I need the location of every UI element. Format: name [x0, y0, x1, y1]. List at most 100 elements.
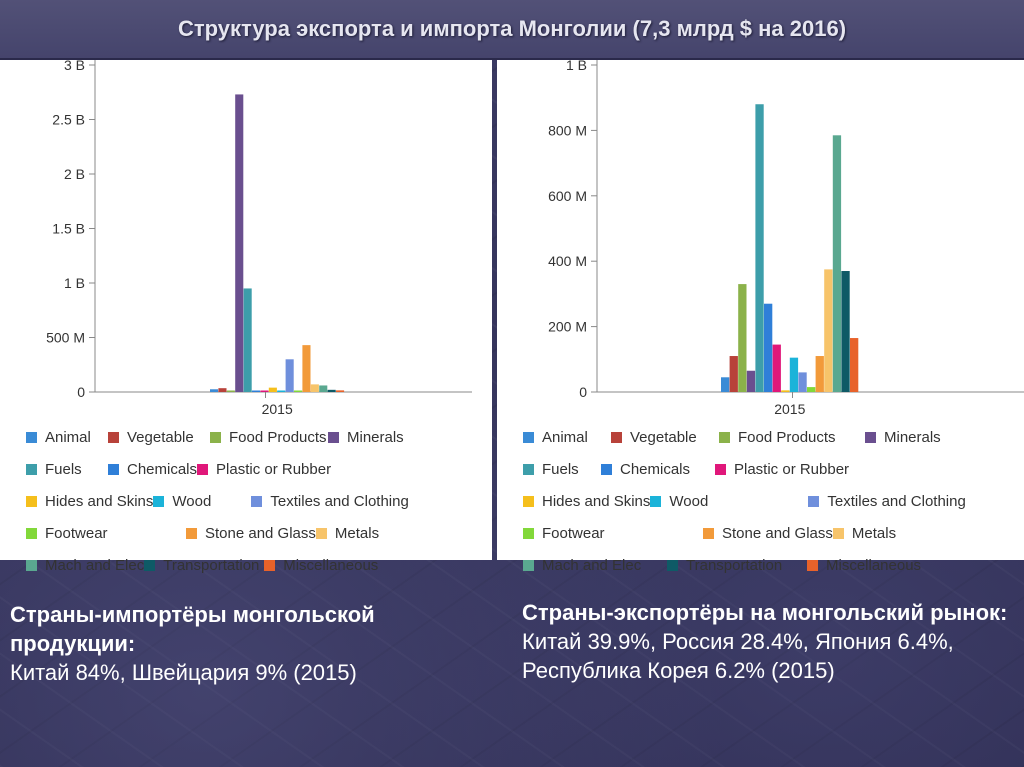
export-bar-fuels — [243, 288, 252, 392]
legend-label: Animal — [542, 428, 588, 446]
export-bar-textiles-and-clothing — [285, 359, 294, 392]
export-chart: 3 B 2.5 B 2 B 1.5 B 1 B 500 M 0 2015 — [46, 60, 472, 417]
export-y-tick-label: 2 B — [64, 166, 85, 182]
import-bar-transportation — [841, 271, 850, 392]
legend-swatch — [26, 463, 37, 475]
export-chart-legend: Animal Vegetable Food Products Minerals Fuel… — [26, 428, 456, 574]
import-bar-metals — [824, 269, 833, 392]
legend-swatch — [186, 527, 197, 539]
import-x-category-label: 2015 — [774, 401, 805, 417]
legend-swatch — [523, 527, 534, 539]
import-bar-mach-and-elec — [832, 135, 842, 392]
legend-label: Fuels — [45, 460, 82, 478]
legend-item: Transportation — [144, 556, 264, 574]
legend-item: Plastic or Rubber — [197, 460, 337, 478]
legend-swatch — [26, 559, 37, 571]
legend-item: Metals — [315, 524, 398, 542]
legend-swatch — [611, 431, 622, 443]
legend-label: Miscellaneous — [283, 556, 379, 574]
export-y-tick-label: 2.5 B — [52, 112, 85, 128]
slide-title: Структура экспорта и импорта Монголии (7… — [177, 16, 847, 41]
legend-swatch — [144, 559, 156, 571]
legend-item: Vegetable — [108, 428, 210, 446]
legend-label: Food Products — [738, 428, 836, 446]
import-bar-chemicals — [764, 303, 773, 392]
legend-label: Fuels — [542, 460, 579, 478]
legend-item: Food Products — [719, 428, 865, 446]
legend-item: Fuels — [26, 460, 108, 478]
import-y-tick-label: 600 M — [548, 188, 587, 204]
legend-swatch — [523, 463, 534, 475]
import-bar-animal — [721, 377, 730, 392]
export-bar-miscellaneous — [336, 390, 345, 392]
legend-swatch — [807, 559, 818, 571]
legend-item: Stone and Glass — [186, 524, 316, 542]
legend-item: Hides and Skins — [26, 492, 153, 510]
legend-swatch — [650, 495, 662, 507]
import-bar-footwear — [807, 387, 816, 392]
legend-item: Textiles and Clothing — [251, 492, 409, 510]
import-origins-caption: Страны-экспортёры на монгольский рынок: … — [522, 598, 1012, 685]
import-chart-panel: 1 B 800 M 600 M 400 M 200 M 0 2015 Animal Veget… — [497, 60, 1024, 574]
legend-item: Fuels — [523, 460, 601, 478]
legend-label: Animal — [45, 428, 91, 446]
export-bar-animal — [210, 389, 219, 392]
title-bar: Структура экспорта и импорта Монголии (7… — [0, 0, 1024, 60]
import-y-tick-label: 1 B — [566, 60, 587, 73]
import-bar-minerals — [746, 370, 756, 392]
export-destinations-caption: Страны-импортёры монгольской продукции: … — [10, 600, 480, 687]
legend-swatch — [703, 527, 714, 539]
import-bar-hides-and-skins — [781, 390, 790, 392]
legend-swatch — [108, 431, 119, 443]
export-bar-metals — [310, 384, 319, 392]
legend-swatch — [523, 431, 534, 443]
legend-swatch — [601, 463, 612, 475]
legend-label: Transportation — [686, 556, 783, 574]
legend-label: Footwear — [45, 524, 108, 542]
import-bar-vegetable — [729, 356, 738, 392]
import-y-tick-label: 400 M — [548, 253, 587, 269]
legend-label: Stone and Glass — [722, 524, 833, 542]
legend-swatch — [719, 431, 730, 443]
export-y-tick-label: 500 M — [46, 330, 85, 346]
import-y-tick-label: 0 — [579, 384, 587, 400]
legend-swatch — [26, 527, 37, 539]
legend-label: Plastic or Rubber — [216, 460, 332, 478]
legend-swatch — [251, 495, 263, 507]
export-bar-plastic-or-rubber — [260, 390, 269, 392]
legend-label: Stone and Glass — [205, 524, 316, 542]
legend-item: Minerals — [328, 428, 420, 446]
export-y-tick-label: 0 — [77, 384, 85, 400]
legend-label: Mach and Elec — [542, 556, 642, 574]
export-destinations-title: Страны-импортёры монгольской продукции: — [10, 602, 375, 656]
legend-swatch — [315, 527, 327, 539]
import-y-tick-label: 200 M — [548, 319, 587, 335]
legend-swatch — [715, 463, 726, 475]
import-chart: 1 B 800 M 600 M 400 M 200 M 0 2015 — [548, 60, 1024, 417]
legend-label: Hides and Skins — [542, 492, 651, 510]
legend-item: Textiles and Clothing — [808, 492, 966, 510]
legend-label: Metals — [334, 524, 380, 542]
legend-label: Textiles and Clothing — [827, 492, 966, 510]
legend-item: Stone and Glass — [703, 524, 833, 542]
legend-item: Miscellaneous — [807, 556, 921, 574]
legend-item: Wood — [650, 492, 808, 510]
legend-item: Mach and Elec — [523, 556, 667, 574]
legend-label: Chemicals — [620, 460, 691, 478]
import-bar-fuels — [755, 104, 764, 393]
legend-item: Plastic or Rubber — [715, 460, 865, 478]
export-bar-chemicals — [252, 390, 261, 392]
import-bar-stone-and-glass — [815, 356, 824, 392]
legend-swatch — [197, 463, 209, 475]
import-y-tick-label: 800 M — [548, 122, 587, 138]
import-bar-miscellaneous — [850, 338, 859, 392]
legend-label: Wood — [172, 492, 212, 510]
import-bar-food-products — [738, 284, 747, 392]
legend-swatch — [26, 495, 37, 507]
legend-swatch — [832, 527, 844, 539]
export-bar-minerals — [235, 94, 244, 393]
import-bar-textiles-and-clothing — [798, 372, 807, 392]
legend-item: Footwear — [26, 524, 186, 542]
legend-item: Chemicals — [601, 460, 715, 478]
legend-swatch — [108, 463, 119, 475]
